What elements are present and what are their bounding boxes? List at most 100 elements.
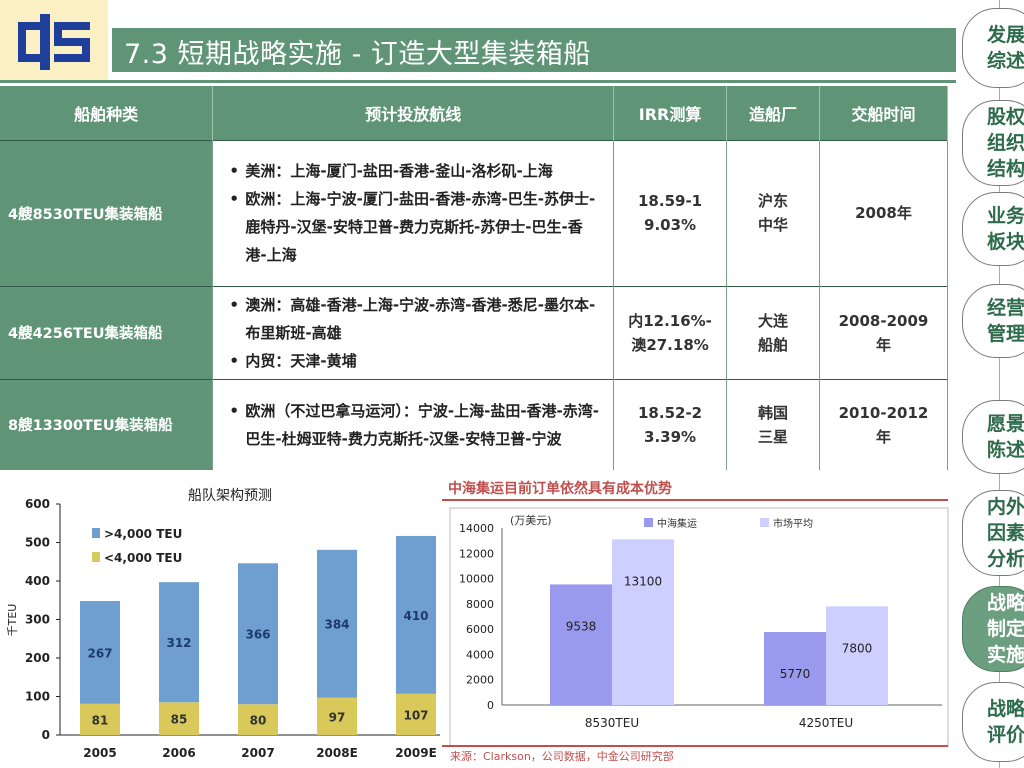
yard-cell: 沪东中华 — [726, 139, 820, 286]
table-row: 4艘8530TEU集装箱船 美洲：上海-厦门-盐田-香港-釜山-洛杉矶-上海 欧… — [0, 139, 949, 286]
bar — [826, 606, 888, 705]
x-tick-label: 4250TEU — [799, 716, 853, 730]
bar-segment-lt4000 — [238, 704, 278, 735]
y-tick-label: 200 — [25, 651, 50, 665]
y-tick-label: 8000 — [466, 598, 494, 611]
data-label: 410 — [403, 609, 428, 623]
data-label: 312 — [166, 636, 191, 650]
company-logo — [14, 14, 96, 70]
nav-item-label: 战略制定实施 — [986, 592, 1024, 666]
irr-value: 18.59-19.03% — [638, 192, 703, 234]
y-tick-label: 4000 — [466, 648, 494, 661]
y-axis-label: 千TEU — [6, 604, 19, 637]
x-tick-label: 2009E — [395, 746, 437, 760]
bar-segment-lt4000 — [317, 697, 357, 735]
data-label: 7800 — [842, 641, 873, 655]
col-header-routes: 预计投放航线 — [212, 86, 615, 140]
nav-item-label: 内外因素分析 — [986, 496, 1024, 570]
x-tick-label: 8530TEU — [585, 716, 639, 730]
x-tick-label: 2006 — [162, 746, 195, 760]
y-tick-label: 12000 — [459, 547, 494, 560]
data-label: 366 — [245, 628, 270, 642]
route-item: 欧洲（不过巴拿马运河）：宁波-上海-盐田-香港-赤湾-巴生-杜姆亚特-费力克斯托… — [225, 397, 601, 453]
chart-title: 中海集运目前订单依然具有成本优势 — [448, 480, 672, 497]
data-label: 107 — [403, 708, 428, 722]
y-tick-label: 300 — [25, 613, 50, 627]
x-tick-label: 2007 — [241, 746, 274, 760]
irr-cell: 18.52-23.39% — [613, 378, 728, 470]
y-tick-label: 100 — [25, 690, 50, 704]
bar — [612, 539, 674, 705]
cost-advantage-chart: 中海集运目前订单依然具有成本优势 (万美元) 0 2000 4000 6000 8000 10… — [442, 480, 949, 763]
y-tick-label: 600 — [25, 497, 50, 511]
bar-segment-gt4000 — [396, 535, 436, 694]
legend-label: 中海集运 — [657, 517, 697, 530]
yard-cell: 大连船舶 — [726, 285, 820, 379]
nav-item-label: 战略评价 — [986, 698, 1024, 746]
col-header-irr: IRR测算 — [613, 86, 728, 140]
header-rule — [0, 80, 956, 83]
nav-line — [999, 0, 1000, 768]
nav-item[interactable]: 业务板块 — [962, 192, 1024, 266]
legend-swatch — [92, 528, 100, 538]
legend-swatch — [760, 518, 769, 527]
nav-item-label: 业务板块 — [986, 205, 1024, 253]
data-label: 384 — [324, 618, 349, 632]
source-note: 来源：Clarkson，公司数据，中金公司研究部 — [450, 749, 674, 763]
data-label: 13100 — [624, 574, 662, 588]
ship-type-cell: 4艘4256TEU集装箱船 — [0, 285, 214, 379]
routes-cell: 澳洲：高雄-香港-上海-宁波-赤湾-香港-悉尼-墨尔本-布里斯班-高雄 内贸：天… — [212, 285, 615, 379]
delivery-cell: 2010-2012年 — [819, 378, 949, 470]
bar-segment-gt4000 — [317, 549, 357, 698]
x-tick-label: 2008E — [316, 746, 358, 760]
bar-segment-lt4000 — [159, 702, 199, 735]
nav-item-label: 股权组织结构 — [986, 106, 1024, 180]
yard-value: 大连船舶 — [758, 311, 789, 354]
route-item: 内贸：天津-黄埔 — [225, 347, 601, 375]
route-item: 美洲：上海-厦门-盐田-香港-釜山-洛杉矶-上海 — [225, 157, 601, 185]
y-tick-label: 10000 — [459, 573, 494, 586]
nav-item[interactable]: 经营管理 — [962, 284, 1024, 358]
nav-item[interactable]: 股权组织结构 — [962, 100, 1024, 186]
table-row: 8艘13300TEU集装箱船 欧洲（不过巴拿马运河）：宁波-上海-盐田-香港-赤… — [0, 378, 949, 470]
nav-item[interactable]: 战略评价 — [962, 682, 1024, 762]
data-label: 81 — [92, 713, 109, 727]
header-band — [112, 28, 956, 72]
irr-value: 内12.16%-澳27.18% — [628, 311, 712, 354]
data-label: 9538 — [566, 619, 597, 633]
nav-item-label: 愿景陈述 — [986, 413, 1024, 461]
bar-segment-gt4000 — [159, 582, 199, 703]
x-tick-label: 2005 — [83, 746, 116, 760]
nav-item[interactable]: 战略制定实施 — [962, 586, 1024, 672]
page-title: 7.3 短期战略实施 - 订造大型集装箱船 — [124, 39, 591, 70]
yard-value: 韩国三星 — [758, 403, 789, 446]
logo-box — [0, 0, 108, 80]
nav-item[interactable]: 发展综述 — [962, 8, 1024, 88]
col-header-yard: 造船厂 — [726, 86, 820, 140]
bar — [764, 632, 826, 705]
delivery-cell: 2008年 — [819, 139, 949, 286]
legend-swatch — [92, 552, 100, 562]
nav-item-label: 发展综述 — [986, 24, 1024, 72]
legend-label: <4,000 TEU — [104, 551, 182, 565]
legend-label: >4,000 TEU — [104, 527, 182, 541]
legend-label: 市场平均 — [773, 517, 813, 530]
nav-item[interactable]: 愿景陈述 — [962, 400, 1024, 474]
route-item: 欧洲：上海-宁波-厦门-盐田-香港-赤湾-巴生-苏伊士-鹿特丹-汉堡-安特卫普-… — [225, 185, 601, 269]
nav-item[interactable]: 内外因素分析 — [962, 490, 1024, 576]
chart-title: 船队架构预测 — [188, 488, 272, 504]
y-tick-label: 2000 — [466, 674, 494, 687]
delivery-value: 2008-2009年 — [838, 311, 929, 354]
y-tick-label: 500 — [25, 536, 50, 550]
col-header-delivery: 交船时间 — [819, 86, 949, 140]
irr-cell: 18.59-19.03% — [613, 139, 728, 286]
routes-cell: 欧洲（不过巴拿马运河）：宁波-上海-盐田-香港-赤湾-巴生-杜姆亚特-费力克斯托… — [212, 378, 615, 470]
y-tick-label: 0 — [487, 699, 494, 712]
routes-cell: 美洲：上海-厦门-盐田-香港-釜山-洛杉矶-上海 欧洲：上海-宁波-厦门-盐田-… — [212, 139, 615, 286]
data-label: 85 — [171, 713, 188, 727]
ship-type-cell: 4艘8530TEU集装箱船 — [0, 139, 214, 286]
legend-swatch — [644, 518, 653, 527]
delivery-value: 2010-2012年 — [838, 403, 929, 446]
unit-label: (万美元) — [510, 514, 552, 527]
y-tick-label: 400 — [25, 574, 50, 588]
